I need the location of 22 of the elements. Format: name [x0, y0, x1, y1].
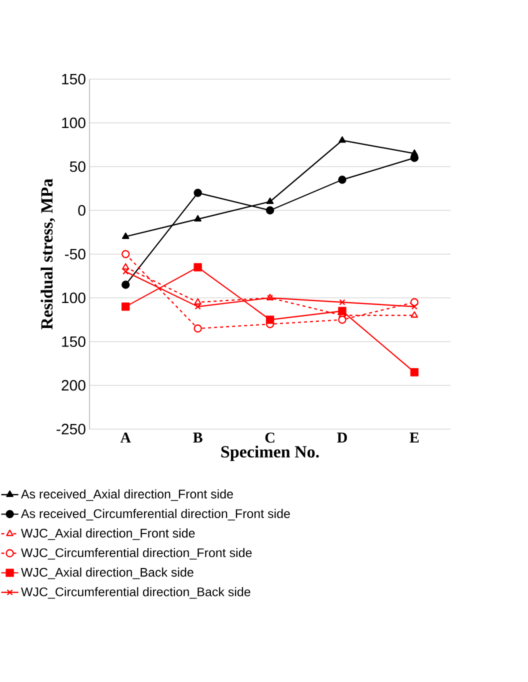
y-tick-label: 150: [62, 74, 86, 84]
y-tick-label: 150: [62, 336, 86, 347]
y-tick-label: 100: [62, 118, 86, 128]
legend-label: WJC_Axial direction_Back side: [21, 568, 194, 580]
legend-label: WJC_Circumferential direction_Front side: [21, 548, 252, 560]
y-axis-title: Residual stress, MPa: [40, 178, 56, 330]
y-tick-label: 0: [78, 205, 86, 216]
x-tick-label: D: [337, 432, 347, 443]
y-tick-label: 100: [62, 292, 86, 304]
y-tick-label: 200: [62, 380, 86, 391]
y-tick-label: -250: [56, 424, 86, 434]
y-tick-label: -50: [64, 248, 86, 260]
x-tick-label: C: [265, 432, 274, 443]
x-tick-label: A: [120, 432, 131, 443]
legend-label: As received_Axial direction_Front side: [20, 489, 233, 501]
x-axis-title: Specimen No.: [221, 446, 319, 462]
x-tick-label: B: [193, 432, 202, 443]
y-tick-label: 50: [70, 161, 86, 172]
legend-label: As received_Circumferential direction_Front side: [20, 508, 290, 520]
legend-label: WJC_Axial direction_Front side: [21, 528, 195, 540]
x-tick-label: E: [410, 432, 419, 442]
legend-label: WJC_Circumferential direction_Back side: [21, 587, 250, 599]
